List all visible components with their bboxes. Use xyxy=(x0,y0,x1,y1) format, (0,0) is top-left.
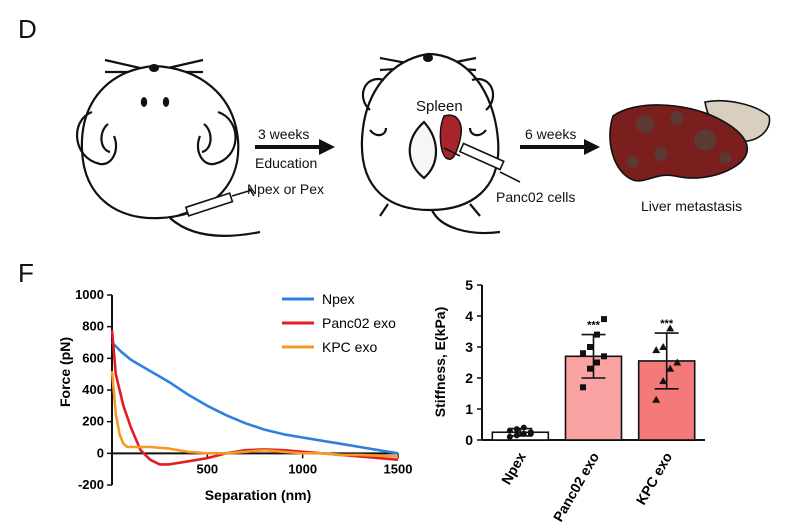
mouse-ventral-illustration xyxy=(360,52,521,235)
category-label: KPC exo xyxy=(633,450,676,508)
data-point xyxy=(527,430,534,437)
y-tick-label: 1000 xyxy=(75,287,104,302)
x-tick-label: 1500 xyxy=(384,461,413,476)
significance-label: *** xyxy=(587,320,601,332)
x-tick-label: 1000 xyxy=(288,461,317,476)
legend-label: KPC exo xyxy=(322,339,377,355)
y-tick-label: 3 xyxy=(465,339,473,355)
data-point xyxy=(520,424,527,431)
data-point xyxy=(513,426,520,433)
x-axis-label: Separation (nm) xyxy=(205,487,312,503)
syringe-icon xyxy=(169,188,255,219)
data-point xyxy=(513,432,520,439)
y-tick-label: 2 xyxy=(465,370,473,386)
arrow2-top-label: 6 weeks xyxy=(525,126,577,142)
organ-label: Spleen xyxy=(416,98,463,115)
y-tick-label: 0 xyxy=(97,445,104,460)
arrow1-top-label: 3 weeks xyxy=(258,126,310,142)
mouse-face-illustration xyxy=(76,58,261,238)
y-axis-label: Stiffness, E(kPa) xyxy=(432,307,448,417)
y-tick-label: 0 xyxy=(465,432,473,448)
y-tick-label: 5 xyxy=(465,277,473,293)
panel-d-label: D xyxy=(18,14,37,44)
arrow1-bottom-label: Education xyxy=(255,155,318,171)
data-point xyxy=(601,353,607,360)
data-point xyxy=(652,346,661,354)
data-point xyxy=(652,395,661,403)
category-label: Panc02 exo xyxy=(550,450,602,525)
x-tick-label: 500 xyxy=(196,461,218,476)
data-point xyxy=(520,430,527,437)
data-point xyxy=(659,343,668,350)
y-tick-label: -200 xyxy=(78,477,104,492)
y-axis-label: Force (pN) xyxy=(57,337,73,407)
data-point xyxy=(506,433,513,440)
y-tick-label: 200 xyxy=(82,414,104,429)
data-point xyxy=(580,350,586,357)
series-line-kpc-exo xyxy=(110,370,399,458)
legend-label: Npex xyxy=(322,291,355,307)
data-point xyxy=(601,316,607,323)
data-point xyxy=(666,324,675,332)
series-line-npex xyxy=(111,341,399,455)
syringe1-label: Npex or Pex xyxy=(247,181,325,197)
arrow-right-icon xyxy=(520,139,600,155)
y-tick-label: 800 xyxy=(82,319,104,334)
data-point xyxy=(659,377,668,385)
data-point xyxy=(594,331,600,338)
liver-illustration xyxy=(609,99,771,182)
data-point xyxy=(666,364,675,372)
significance-label: *** xyxy=(660,318,674,330)
result-label: Liver metastasis xyxy=(641,198,743,214)
syringe2-label: Panc02 cells xyxy=(496,189,576,205)
y-tick-label: 1 xyxy=(465,401,473,417)
y-tick-label: 4 xyxy=(465,308,473,324)
panel-f-label: F xyxy=(18,258,34,288)
y-tick-label: 600 xyxy=(82,350,104,365)
data-point xyxy=(594,359,600,366)
data-point xyxy=(506,427,513,434)
data-point xyxy=(587,365,593,372)
legend-label: Panc02 exo xyxy=(322,315,396,331)
data-point xyxy=(673,358,682,366)
category-label: Npex xyxy=(498,449,529,487)
y-tick-label: 400 xyxy=(82,382,104,397)
data-point xyxy=(587,344,593,350)
data-point xyxy=(580,384,586,391)
arrow-right-icon xyxy=(255,139,335,155)
